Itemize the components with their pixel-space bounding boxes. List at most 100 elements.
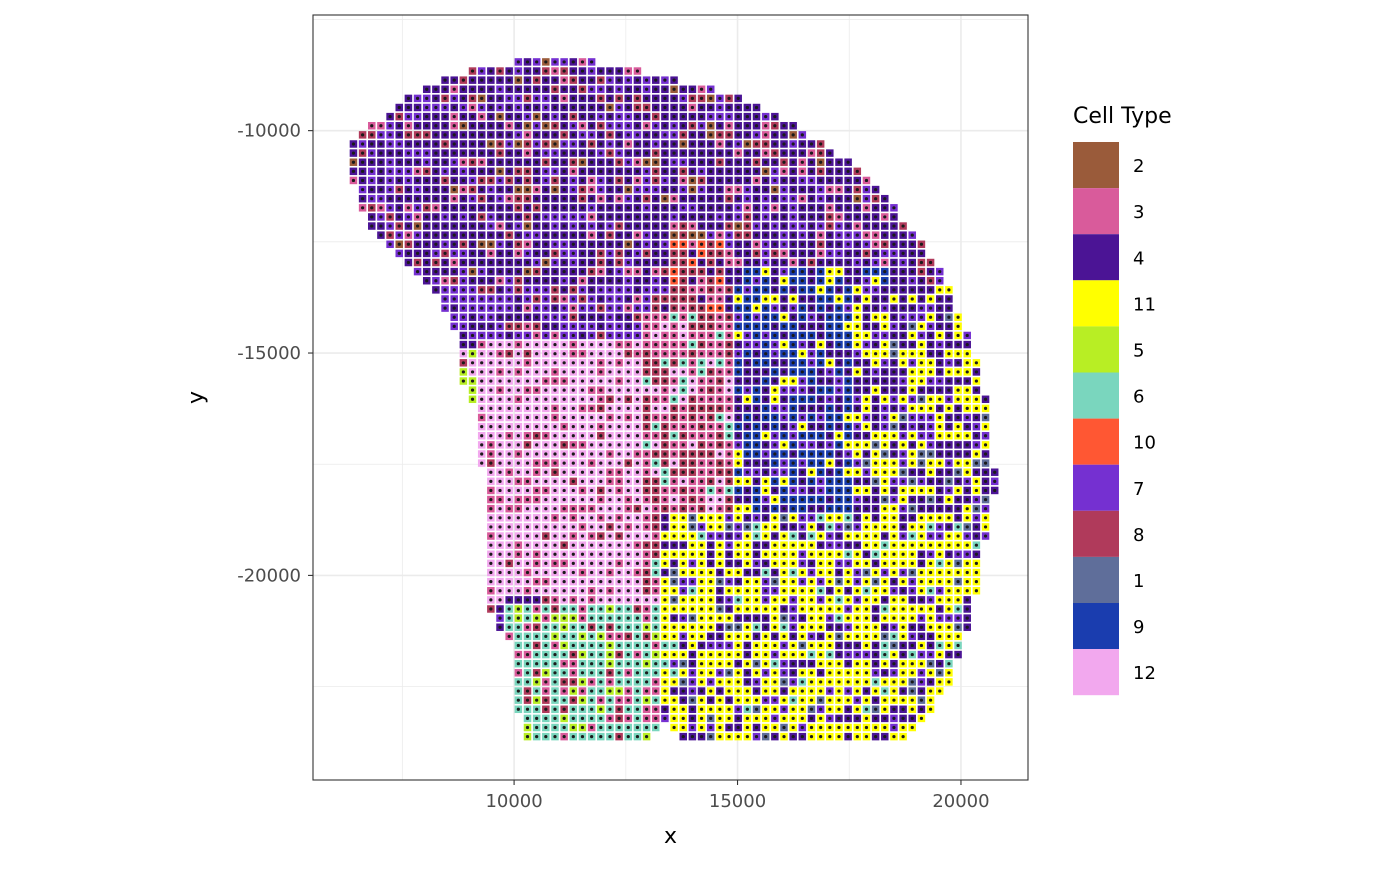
tile-dot — [828, 197, 831, 200]
tile-dot — [544, 197, 547, 200]
tile-dot — [819, 152, 822, 155]
tile-dot — [663, 234, 666, 237]
tile-dot — [727, 434, 730, 437]
tile-dot — [636, 206, 639, 209]
tile-dot — [535, 480, 538, 483]
tile-dot — [810, 234, 813, 237]
tile-dot — [672, 343, 675, 346]
tile-dot — [581, 270, 584, 273]
tile-dot — [379, 142, 382, 145]
tile-dot — [590, 97, 593, 100]
tile-dot — [865, 197, 868, 200]
tile-dot — [471, 152, 474, 155]
tile-dot — [535, 197, 538, 200]
tile-dot — [535, 407, 538, 410]
tile-dot — [654, 215, 657, 218]
tile-dot — [526, 361, 529, 364]
tile-dot — [407, 252, 410, 255]
tile-dot — [590, 389, 593, 392]
tile-dot — [535, 60, 538, 63]
tile-dot — [929, 297, 932, 300]
tile-dot — [920, 480, 923, 483]
tile-dot — [544, 325, 547, 328]
tile-dot — [856, 361, 859, 364]
tile-dot — [892, 416, 895, 419]
tile-dot — [672, 106, 675, 109]
tile-dot — [572, 152, 575, 155]
tile-dot — [526, 79, 529, 82]
tile-dot — [727, 307, 730, 310]
tile-dot — [443, 234, 446, 237]
tile-dot — [544, 88, 547, 91]
tile-dot — [480, 443, 483, 446]
tile-dot — [618, 462, 621, 465]
tile-dot — [498, 407, 501, 410]
tile-dot — [810, 425, 813, 428]
tile-dot — [489, 407, 492, 410]
tile-dot — [911, 270, 914, 273]
tile-dot — [471, 252, 474, 255]
tile-dot — [645, 106, 648, 109]
tile-dot — [498, 279, 501, 282]
tile-dot — [911, 288, 914, 291]
tile-dot — [572, 425, 575, 428]
tile-dot — [709, 142, 712, 145]
tile-dot — [480, 416, 483, 419]
tile-dot — [526, 261, 529, 264]
tile-dot — [718, 279, 721, 282]
tile-dot — [535, 88, 538, 91]
tile-dot — [837, 398, 840, 401]
tile-dot — [544, 307, 547, 310]
tile-dot — [901, 379, 904, 382]
tile-dot — [563, 480, 566, 483]
tile-dot — [911, 234, 914, 237]
tile-dot — [929, 434, 932, 437]
tile-dot — [672, 197, 675, 200]
tile-dot — [672, 234, 675, 237]
tile-dot — [764, 407, 767, 410]
tile-dot — [856, 316, 859, 319]
tile-dot — [810, 471, 813, 474]
tile-dot — [498, 361, 501, 364]
tile-dot — [764, 370, 767, 373]
tile-dot — [792, 252, 795, 255]
tile-dot — [764, 133, 767, 136]
tile-dot — [627, 398, 630, 401]
tile-dot — [471, 325, 474, 328]
tile-dot — [737, 261, 740, 264]
tile-dot — [737, 297, 740, 300]
tile-dot — [553, 480, 556, 483]
tile-dot — [471, 288, 474, 291]
tile-dot — [691, 316, 694, 319]
tile-dot — [810, 416, 813, 419]
tile-dot — [398, 252, 401, 255]
tile-dot — [755, 452, 758, 455]
tile-dot — [663, 352, 666, 355]
tile-dot — [508, 480, 511, 483]
tile-dot — [938, 462, 941, 465]
tile-dot — [654, 398, 657, 401]
tile-dot — [526, 60, 529, 63]
tile-dot — [443, 307, 446, 310]
tile-dot — [819, 434, 822, 437]
tile-dot — [608, 124, 611, 127]
tile-dot — [865, 425, 868, 428]
tile-dot — [755, 307, 758, 310]
tile-dot — [755, 197, 758, 200]
tile-dot — [544, 133, 547, 136]
tile-dot — [645, 389, 648, 392]
tile-dot — [691, 170, 694, 173]
tile-dot — [553, 443, 556, 446]
tile-dot — [480, 389, 483, 392]
tile-dot — [654, 434, 657, 437]
tile-dot — [379, 179, 382, 182]
tile-dot — [480, 343, 483, 346]
tile-dot — [700, 379, 703, 382]
tile-dot — [453, 179, 456, 182]
tile-dot — [398, 115, 401, 118]
tile-dot — [691, 361, 694, 364]
tile-dot — [471, 79, 474, 82]
tile-dot — [471, 88, 474, 91]
tile-dot — [792, 316, 795, 319]
tile-dot — [883, 370, 886, 373]
